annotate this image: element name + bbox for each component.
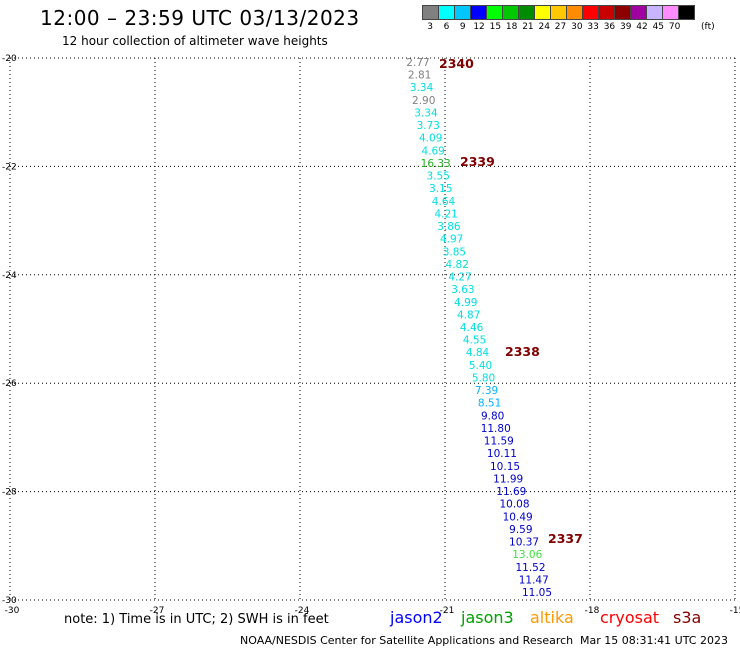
wave-height-value: 7.39 [475,385,498,397]
wave-height-value: 4.69 [421,145,444,157]
scale-label: 33 [587,22,599,32]
wave-height-value: 2.77 [406,57,429,69]
lon-tick-label: -18 [585,606,600,616]
map-subtitle: 12 hour collection of altimeter wave hei… [62,34,328,48]
wave-height-value: 3.55 [427,171,450,183]
scale-label: 18 [505,22,518,32]
wave-height-value: 5.40 [469,360,492,372]
wave-height-value: 10.15 [490,461,520,473]
wave-height-value: 11.47 [519,574,549,586]
wave-height-value: 4.21 [434,208,457,220]
satellite-legend-altika: altika [530,608,574,627]
scale-unit: (ft) [701,22,715,32]
scale-label: 39 [619,22,632,32]
satellite-legend-cryosat: cryosat [600,608,660,627]
color-scale-legend: 3 6 9 12 15 18 21 24 27 30 33 36 39 42 45 70 (ft) [422,5,715,32]
wave-height-value: 11.59 [484,436,514,448]
satellite-legend-s3a: s3a [673,608,702,627]
wave-height-value: 3.34 [414,107,438,119]
wave-height-value: 4.64 [432,196,456,208]
wave-height-value: 9.80 [481,410,504,422]
wave-height-value: 11.99 [493,473,523,485]
wave-height-value: 4.46 [460,322,484,334]
wave-height-value: 11.80 [481,423,511,435]
pass-time-label: 2339 [460,154,495,169]
wave-height-value: 3.86 [437,221,461,233]
wave-height-value: 8.51 [478,398,501,410]
scale-label: 9 [459,22,466,32]
footnote: note: 1) Time is in UTC; 2) SWH is in fe… [64,612,329,627]
wave-height-value: 3.34 [410,82,434,94]
color-scale-labels: 3 6 9 12 15 18 21 24 27 30 33 36 39 42 45 70 (ft) [422,22,715,32]
scale-label: 45 [652,22,665,32]
scale-label: 12 [473,22,485,32]
wave-height-value: 2.90 [412,95,435,107]
wave-height-value: 4.82 [446,259,469,271]
lat-tick-label: -22 [2,162,17,172]
wave-height-value: 5.80 [472,372,495,384]
pass-time-label: 2338 [505,344,540,359]
wave-height-value: 10.11 [487,448,517,460]
pass-time-label: 2337 [548,531,583,546]
wave-height-value: 16.33 [421,158,451,170]
scale-label: 70 [668,22,681,32]
generated-timestamp: Mar 15 08:31:41 UTC 2023 [580,634,728,647]
wave-height-value: 3.73 [417,120,440,132]
lat-tick-label: -28 [2,488,17,498]
color-scale-swatches [422,5,715,20]
wave-height-value: 2.81 [408,70,431,82]
scale-label: 30 [571,22,583,32]
satellite-legend-jason3: jason3 [461,608,514,627]
wave-height-value: 3.85 [443,246,466,258]
lat-tick-label: -30 [2,596,17,606]
wave-height-value: 3.15 [429,183,452,195]
lon-tick-label: -27 [150,606,165,616]
scale-label: 24 [538,22,550,32]
wave-height-value: 4.09 [419,133,442,145]
scale-label: 27 [554,22,567,32]
lon-tick-label: -15 [730,606,740,616]
pass-time-label: 2340 [439,56,474,71]
wave-height-value: 4.55 [463,335,486,347]
wave-height-value: 10.37 [509,537,539,549]
wave-height-value: 4.84 [466,347,490,359]
scale-label: 21 [522,22,534,32]
wave-height-value: 11.52 [515,562,545,574]
scale-label: 42 [636,22,648,32]
lon-tick-label: -30 [5,606,20,616]
wave-height-value: 10.08 [499,499,529,511]
wave-height-value: 4.99 [454,297,477,309]
scale-label: 3 [427,22,434,32]
scale-label: 6 [443,22,450,32]
wave-height-value: 4.97 [440,234,463,246]
scale-swatch [678,5,695,20]
wave-height-value: 3.63 [451,284,474,296]
wave-height-value: 9.59 [509,524,532,536]
lat-tick-label: -26 [2,379,17,389]
scale-label: 15 [489,22,502,32]
wave-height-value: 11.05 [522,587,552,599]
lon-tick-label: -24 [295,606,310,616]
lon-tick-label: -21 [440,606,455,616]
wave-height-value: 4.27 [448,272,471,284]
lat-tick-label: -24 [2,271,17,281]
map-title: 12:00 – 23:59 UTC 03/13/2023 [40,6,360,30]
wave-height-value: 13.06 [512,549,542,561]
satellite-legend-jason2: jason2 [390,608,443,627]
source-credit: NOAA/NESDIS Center for Satellite Applica… [240,634,574,647]
wave-height-value: 4.87 [457,309,480,321]
scale-label: 36 [603,22,616,32]
lat-tick-label: -20 [2,54,17,64]
wave-height-value: 11.69 [496,486,526,498]
wave-height-value: 10.49 [503,511,533,523]
